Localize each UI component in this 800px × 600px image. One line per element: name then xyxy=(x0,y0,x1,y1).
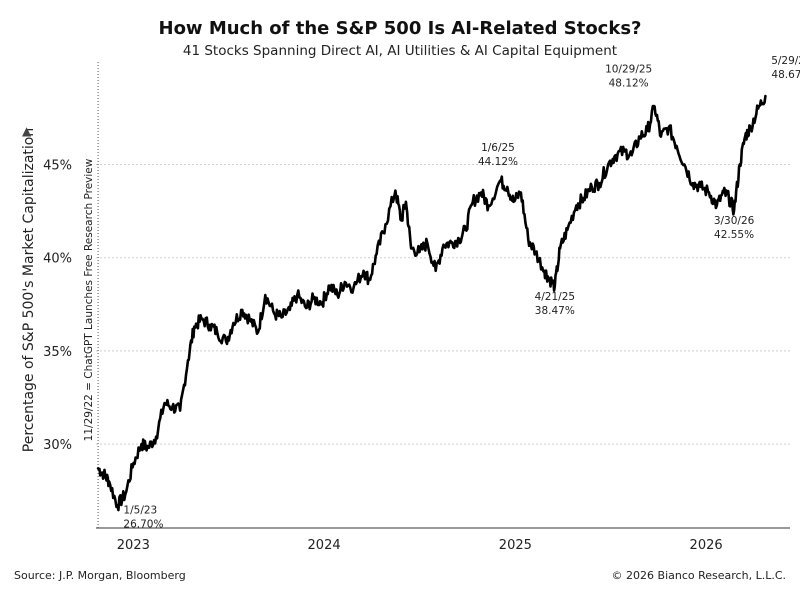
annotation-date: 10/29/25 xyxy=(605,63,652,75)
annotation-value: 26.70% xyxy=(123,519,163,531)
annotation-date: 3/30/26 xyxy=(714,215,755,227)
y-tick-label: 35% xyxy=(43,345,72,360)
y-tick-label: 40% xyxy=(43,252,72,267)
annotation-value: 42.55% xyxy=(714,229,754,241)
annotation-value: 48.67% xyxy=(771,69,800,81)
x-tick-label: 2023 xyxy=(117,538,150,553)
pin-icon[interactable]: ▲ xyxy=(22,124,32,138)
annotation-value: 44.12% xyxy=(478,156,518,168)
x-tick-label: 2026 xyxy=(690,538,723,553)
annotation-date: 4/21/25 xyxy=(535,291,575,303)
annotation-value: 48.12% xyxy=(609,77,649,89)
annotation-date: 1/6/25 xyxy=(481,142,515,154)
line-chart: 30% 35% 40% 45% 2023 2024 2025 2026 11/29/22 = C… xyxy=(43,55,800,553)
x-tick-label: 2025 xyxy=(499,538,532,553)
annotation-date: 5/29/26 xyxy=(771,55,800,67)
chart-title: How Much of the S&P 500 Is AI-Related St… xyxy=(158,18,642,39)
annotation-date: 1/5/23 xyxy=(123,505,157,517)
chart-subtitle: 41 Stocks Spanning Direct AI, AI Utiliti… xyxy=(182,43,618,59)
source-note: Source: J.P. Morgan, Bloomberg xyxy=(14,569,186,582)
annotation-value: 38.47% xyxy=(535,305,575,317)
series-line xyxy=(96,94,767,512)
y-tick-label: 45% xyxy=(43,159,72,174)
copyright-note: © 2026 Bianco Research, L.L.C. xyxy=(611,569,786,582)
event-line-label: 11/29/22 = ChatGPT Launches Free Researc… xyxy=(83,158,95,441)
x-tick-label: 2024 xyxy=(308,538,341,553)
y-tick-label: 30% xyxy=(43,438,72,453)
